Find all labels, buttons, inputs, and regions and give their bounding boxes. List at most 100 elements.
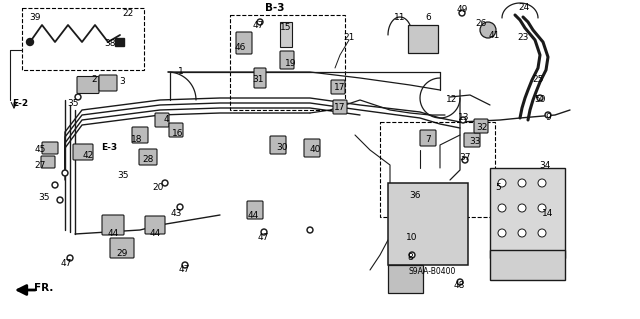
Circle shape (498, 179, 506, 187)
Bar (22, 8, 144, 70)
Text: 47: 47 (257, 234, 269, 242)
Circle shape (498, 204, 506, 212)
Text: 27: 27 (35, 160, 45, 169)
Circle shape (518, 179, 526, 187)
Circle shape (182, 262, 188, 268)
Text: 20: 20 (152, 182, 164, 191)
Circle shape (538, 204, 546, 212)
Text: FR.: FR. (35, 283, 54, 293)
Circle shape (307, 227, 313, 233)
FancyBboxPatch shape (42, 142, 58, 154)
FancyBboxPatch shape (110, 238, 134, 258)
Circle shape (54, 183, 56, 187)
Circle shape (410, 254, 413, 256)
Circle shape (162, 180, 168, 186)
FancyBboxPatch shape (236, 32, 252, 54)
FancyBboxPatch shape (169, 123, 183, 137)
Circle shape (462, 157, 468, 163)
Text: 47: 47 (252, 20, 264, 29)
Text: 17: 17 (334, 84, 346, 93)
Text: 22: 22 (122, 10, 134, 19)
Text: 26: 26 (476, 19, 486, 28)
Text: 35: 35 (117, 170, 129, 180)
Text: 44: 44 (248, 211, 259, 219)
Text: 1: 1 (178, 68, 184, 77)
FancyBboxPatch shape (77, 77, 99, 93)
Text: 46: 46 (234, 43, 246, 53)
Text: 37: 37 (460, 153, 471, 162)
Circle shape (480, 22, 496, 38)
Text: 23: 23 (517, 33, 529, 42)
Text: 38: 38 (104, 39, 116, 48)
FancyBboxPatch shape (333, 100, 347, 114)
Text: 16: 16 (172, 129, 184, 137)
Text: 5: 5 (495, 183, 501, 192)
Text: 44: 44 (108, 228, 118, 238)
Circle shape (58, 198, 61, 202)
FancyBboxPatch shape (280, 51, 294, 69)
Text: 4: 4 (163, 115, 169, 124)
Text: 13: 13 (458, 114, 470, 122)
Text: 11: 11 (394, 13, 406, 23)
Text: 39: 39 (29, 13, 41, 23)
Circle shape (409, 252, 415, 258)
Circle shape (259, 20, 262, 24)
Circle shape (262, 231, 266, 234)
Text: 48: 48 (453, 280, 465, 290)
FancyBboxPatch shape (331, 80, 345, 94)
Text: 44: 44 (149, 228, 161, 238)
Circle shape (461, 118, 465, 122)
Circle shape (537, 95, 543, 101)
Text: 28: 28 (142, 155, 154, 165)
FancyBboxPatch shape (464, 133, 480, 147)
Text: 43: 43 (170, 209, 182, 218)
Text: E-2: E-2 (12, 100, 28, 108)
Bar (230, 15, 345, 110)
Bar (380, 122, 495, 217)
FancyBboxPatch shape (139, 149, 157, 165)
Text: 50: 50 (534, 95, 546, 105)
FancyBboxPatch shape (41, 156, 55, 168)
Text: 49: 49 (456, 5, 468, 14)
Circle shape (518, 229, 526, 237)
Circle shape (68, 256, 72, 259)
Text: 19: 19 (285, 58, 297, 68)
Circle shape (52, 182, 58, 188)
Circle shape (518, 204, 526, 212)
Circle shape (261, 229, 267, 235)
Circle shape (461, 11, 463, 14)
Circle shape (184, 263, 186, 266)
Circle shape (545, 112, 551, 118)
Text: 6: 6 (425, 13, 431, 23)
FancyBboxPatch shape (102, 215, 124, 235)
Text: 33: 33 (469, 137, 481, 146)
Bar (490, 250, 565, 280)
Circle shape (63, 172, 67, 174)
Circle shape (457, 279, 463, 285)
Text: 34: 34 (540, 160, 550, 169)
Text: 15: 15 (280, 24, 292, 33)
Bar (388, 265, 423, 293)
Circle shape (538, 179, 546, 187)
Text: 47: 47 (179, 265, 189, 275)
Text: 17: 17 (334, 103, 346, 113)
Circle shape (538, 97, 541, 100)
Circle shape (538, 229, 546, 237)
Text: 25: 25 (532, 76, 544, 85)
Text: 14: 14 (542, 209, 554, 218)
FancyBboxPatch shape (247, 201, 263, 219)
Text: 29: 29 (116, 249, 128, 257)
Text: 42: 42 (83, 151, 93, 160)
Text: B-3: B-3 (265, 3, 285, 13)
Text: 45: 45 (35, 145, 45, 154)
Text: 30: 30 (276, 144, 288, 152)
Bar (280, 22, 292, 47)
Circle shape (458, 280, 461, 284)
Circle shape (62, 170, 68, 176)
Circle shape (498, 229, 506, 237)
FancyBboxPatch shape (132, 127, 148, 143)
Circle shape (75, 94, 81, 100)
Text: 12: 12 (446, 95, 458, 105)
Bar (408, 25, 438, 53)
Text: 10: 10 (406, 234, 418, 242)
